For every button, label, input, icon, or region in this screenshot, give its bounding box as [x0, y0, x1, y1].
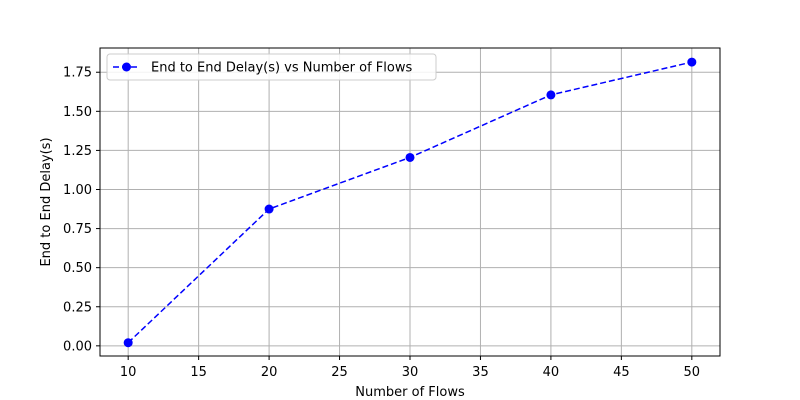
data-point	[264, 204, 274, 214]
y-tick-label: 1.75	[63, 66, 92, 81]
y-axis-ticks: 0.00 0.25 0.50 0.75 1.00 1.25 1.50 1.75	[63, 66, 100, 354]
x-tick-label: 25	[331, 365, 348, 380]
y-tick-label: 1.25	[63, 144, 92, 159]
y-tick-label: 1.50	[63, 105, 92, 120]
legend: End to End Delay(s) vs Number of Flows	[106, 53, 437, 81]
y-axis-label: End to End Delay(s)	[39, 137, 54, 266]
x-tick-label: 40	[543, 365, 560, 380]
x-axis-ticks: 10 15 20 25 30 35 40 45 50	[120, 356, 700, 380]
y-tick-label: 0.25	[63, 300, 92, 315]
grid-lines	[100, 48, 720, 356]
data-point	[546, 90, 556, 100]
y-tick-label: 0.00	[63, 339, 92, 354]
x-tick-label: 45	[613, 365, 630, 380]
x-tick-label: 20	[261, 365, 278, 380]
legend-entry-label: End to End Delay(s) vs Number of Flows	[151, 61, 412, 76]
data-point	[687, 57, 697, 67]
data-point	[123, 338, 133, 348]
legend-marker-swatch	[122, 62, 131, 72]
y-tick-label: 0.75	[63, 222, 92, 237]
x-tick-label: 30	[402, 365, 419, 380]
x-tick-label: 50	[684, 365, 701, 380]
y-tick-label: 0.50	[63, 261, 92, 276]
data-point	[405, 152, 415, 162]
x-tick-label: 10	[120, 365, 137, 380]
x-tick-label: 15	[190, 365, 207, 380]
x-tick-label: 35	[472, 365, 489, 380]
y-tick-label: 1.00	[63, 183, 92, 198]
series-layer	[123, 57, 697, 348]
legend-box	[106, 53, 437, 81]
x-axis-label: Number of Flows	[355, 385, 465, 400]
